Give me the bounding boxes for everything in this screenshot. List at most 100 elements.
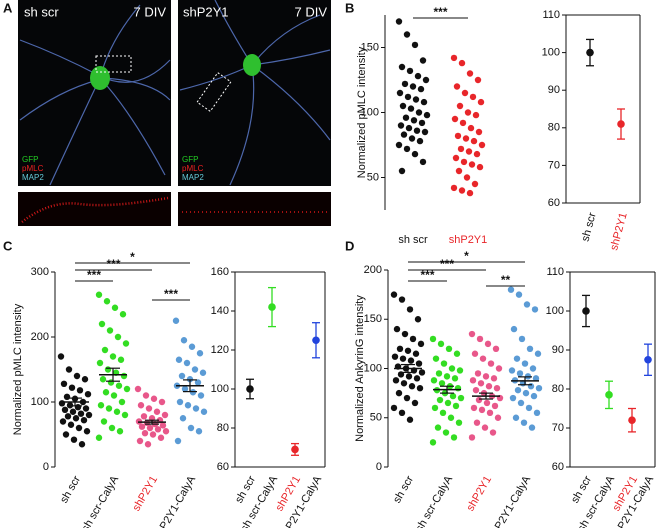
x-tick-label: sh scr: [391, 474, 416, 506]
data-point: [146, 424, 154, 432]
mean-point: [605, 391, 613, 399]
data-point: [199, 369, 207, 376]
data-point: [507, 286, 515, 293]
data-point: [458, 59, 466, 67]
data-point: [516, 370, 524, 377]
data-point: [84, 391, 92, 398]
data-point: [391, 353, 399, 360]
data-point: [407, 357, 415, 364]
data-point: [529, 365, 537, 372]
data-point: [455, 167, 463, 175]
x-tick-label: shP2Y1: [130, 474, 160, 513]
soma: [90, 66, 110, 90]
data-point: [494, 414, 502, 421]
roi-box: [196, 71, 232, 113]
image-title: shP2Y1: [183, 4, 229, 19]
data-point: [459, 119, 467, 127]
data-point: [403, 31, 411, 38]
data-point: [416, 137, 424, 145]
data-point: [472, 386, 480, 394]
x-tick-label: shP2Y1-CalyA: [487, 473, 533, 528]
data-point: [137, 402, 145, 409]
y-tick-label: 100: [361, 106, 379, 118]
mean-point: [268, 303, 276, 311]
y-tick-label: 140: [211, 305, 229, 317]
data-point: [141, 430, 149, 437]
significance-label: ***: [440, 257, 454, 271]
y-tick-label: 300: [31, 266, 49, 278]
data-point: [406, 67, 414, 75]
y-axis-label: Normalized AnkyrinG intensity: [354, 295, 366, 442]
channel-label: MAP2: [182, 173, 204, 182]
data-point: [410, 117, 418, 124]
x-tick-label: sh scr: [58, 474, 83, 506]
data-point: [413, 375, 421, 382]
y-tick-label: 60: [217, 461, 229, 473]
data-point: [450, 184, 458, 192]
x-tick-label: shP2Y1: [608, 211, 630, 251]
data-point: [82, 405, 90, 412]
roi-box: [95, 55, 132, 73]
data-point: [468, 330, 476, 338]
data-point: [101, 346, 109, 354]
data-point: [451, 375, 459, 382]
data-point: [186, 376, 194, 383]
data-point: [95, 434, 103, 441]
data-point: [157, 434, 165, 441]
significance-label: ***: [87, 268, 101, 282]
data-point: [181, 385, 189, 393]
channel-label: GFP: [22, 155, 38, 164]
data-point: [195, 428, 203, 435]
data-point: [432, 355, 440, 362]
data-point: [419, 57, 427, 64]
data-point: [513, 355, 521, 362]
data-point: [392, 377, 400, 384]
data-point: [399, 102, 407, 110]
data-point: [449, 392, 457, 400]
data-point: [401, 330, 409, 338]
data-point: [393, 325, 401, 333]
significance-label: ***: [420, 268, 434, 282]
data-point: [445, 345, 453, 352]
data-point: [145, 405, 153, 412]
data-point: [403, 394, 411, 402]
data-point: [470, 137, 478, 145]
data-point: [83, 428, 91, 435]
data-point: [58, 400, 66, 407]
data-point: [183, 359, 191, 367]
data-point: [468, 434, 476, 441]
data-point: [484, 340, 492, 348]
data-point: [142, 392, 150, 399]
data-point: [61, 406, 69, 413]
data-point: [405, 124, 413, 132]
data-point: [468, 161, 476, 168]
data-point: [75, 424, 83, 432]
data-point: [192, 405, 200, 412]
data-point: [415, 360, 423, 367]
data-point: [96, 359, 104, 367]
data-point: [421, 128, 429, 136]
data-point: [522, 389, 530, 397]
data-point: [460, 158, 468, 166]
data-point: [138, 423, 146, 430]
data-point: [180, 337, 188, 344]
data-point: [533, 409, 541, 417]
data-point: [530, 392, 538, 400]
data-point: [174, 437, 182, 445]
data-point: [477, 98, 485, 106]
x-tick-label: sh scr: [580, 211, 599, 243]
data-point: [466, 70, 474, 77]
x-tick-label: shP2Y1: [449, 234, 488, 246]
data-point: [442, 429, 450, 436]
data-point: [440, 360, 448, 367]
data-point: [395, 18, 403, 25]
data-point: [395, 141, 403, 149]
data-point: [466, 189, 474, 197]
data-point: [430, 377, 438, 384]
mean-point: [582, 307, 590, 315]
data-point: [60, 380, 68, 387]
data-point: [68, 384, 76, 391]
data-point: [154, 426, 162, 433]
data-point: [66, 402, 74, 409]
